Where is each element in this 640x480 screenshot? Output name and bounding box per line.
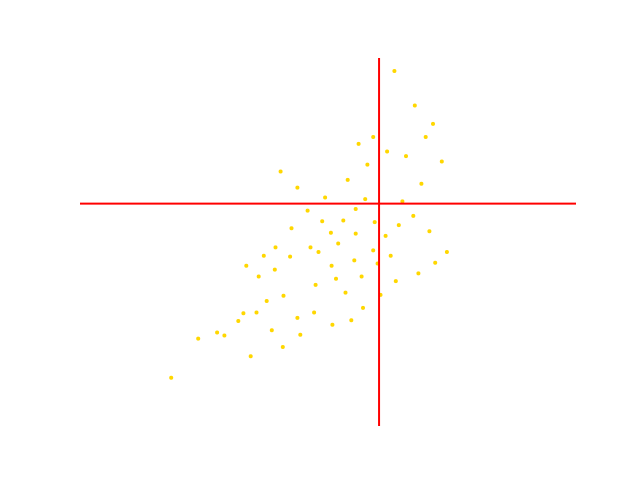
scatter-point bbox=[308, 245, 313, 250]
scatter-point bbox=[349, 318, 354, 323]
scatter-point bbox=[288, 254, 293, 259]
scatter-point bbox=[388, 253, 393, 258]
scatter-point bbox=[222, 333, 227, 338]
scatter-point bbox=[444, 250, 449, 254]
scatter-point bbox=[295, 315, 300, 320]
scatter-point bbox=[423, 135, 428, 139]
scatter-point bbox=[427, 229, 432, 234]
scatter-point bbox=[343, 290, 348, 295]
scatter-point bbox=[334, 276, 338, 281]
scatter-point bbox=[281, 293, 286, 298]
scatter-point bbox=[256, 274, 261, 279]
scatter-point bbox=[323, 195, 328, 200]
scatter-point bbox=[273, 245, 278, 250]
scatter-point bbox=[328, 230, 333, 235]
scatter-point bbox=[215, 330, 220, 335]
scatter-point bbox=[241, 311, 246, 316]
scatter-point bbox=[305, 208, 310, 213]
scatter-point bbox=[363, 197, 368, 202]
scatter-point bbox=[404, 154, 408, 159]
scatter-point bbox=[371, 248, 376, 253]
scatter-point bbox=[385, 149, 390, 154]
scatter-point bbox=[169, 375, 174, 380]
scatter-point bbox=[280, 345, 285, 349]
scatter-point bbox=[196, 336, 201, 341]
scatter-point bbox=[359, 274, 364, 279]
scatter-point bbox=[313, 282, 318, 287]
scatter-point bbox=[433, 260, 438, 265]
scatter-point bbox=[371, 135, 376, 139]
scatter-point bbox=[278, 169, 283, 174]
scatter-point bbox=[372, 220, 377, 225]
scatter-point bbox=[416, 271, 421, 276]
scatter-point bbox=[352, 258, 357, 263]
scatter-point bbox=[289, 226, 294, 231]
scatter-point bbox=[272, 267, 277, 272]
scatter-point bbox=[295, 185, 300, 190]
scatter-point bbox=[393, 279, 398, 284]
scatter-point bbox=[392, 69, 397, 73]
scatter-point bbox=[411, 213, 416, 218]
scatter-point bbox=[261, 253, 266, 258]
scatter-point bbox=[412, 103, 417, 108]
scatter-point bbox=[316, 250, 321, 254]
scatter-point bbox=[320, 219, 325, 224]
scatter-point bbox=[269, 328, 274, 333]
scatter-point bbox=[264, 299, 269, 303]
scatter-point bbox=[439, 159, 444, 164]
scatter-point bbox=[356, 141, 361, 146]
scatter-point bbox=[396, 223, 401, 228]
scatter-point bbox=[236, 319, 241, 323]
scatter-point bbox=[419, 181, 424, 186]
scatter-point bbox=[341, 218, 346, 223]
scatter-point bbox=[298, 332, 303, 337]
scatter-points bbox=[169, 69, 449, 380]
scatter-point bbox=[345, 177, 350, 182]
scatter-point bbox=[312, 310, 317, 315]
scatter-point bbox=[254, 310, 259, 315]
scatter-point bbox=[248, 354, 253, 359]
scatter-point bbox=[361, 305, 365, 310]
reference-lines bbox=[80, 58, 576, 426]
scatter-point bbox=[431, 121, 435, 126]
scatter-point bbox=[353, 207, 358, 211]
scatter-point bbox=[244, 263, 249, 268]
scatter-point bbox=[353, 231, 358, 236]
scatter-point bbox=[383, 233, 388, 238]
scatter-point bbox=[329, 263, 334, 268]
scatter-point bbox=[336, 241, 341, 246]
scatter-point bbox=[365, 162, 370, 167]
scatter-point bbox=[330, 322, 335, 327]
scatter-point bbox=[400, 199, 405, 204]
